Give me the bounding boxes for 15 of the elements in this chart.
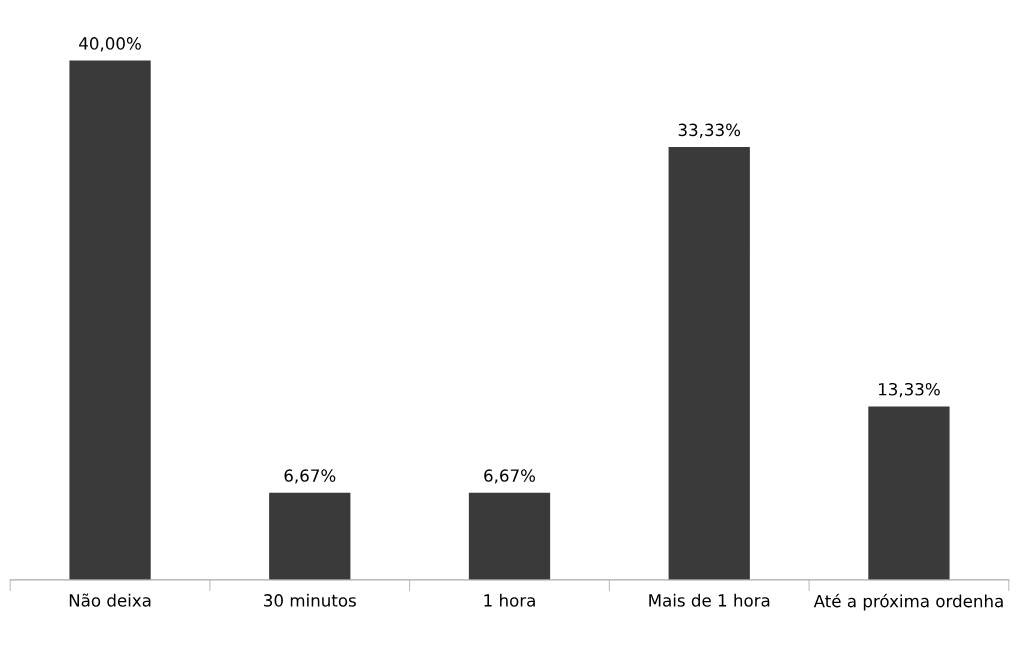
bar xyxy=(69,60,151,580)
bar xyxy=(668,147,750,580)
data-label: 33,33% xyxy=(678,123,741,138)
x-tick-label: 1 hora xyxy=(484,593,535,607)
data-label: 6,67% xyxy=(484,469,536,484)
data-label: 40,00% xyxy=(79,37,141,52)
bar xyxy=(269,492,351,580)
x-tick-label: Mais de 1 hora xyxy=(649,593,770,607)
bar xyxy=(868,406,950,580)
data-label: 13,33% xyxy=(879,382,940,398)
data-label: 6,67% xyxy=(284,469,336,484)
x-tick-label: Até a próxima ordenha xyxy=(813,593,1003,611)
x-tick-label: 30 minutos xyxy=(264,593,356,607)
bar xyxy=(468,492,551,580)
x-tick-label: Não deixa xyxy=(69,593,151,607)
